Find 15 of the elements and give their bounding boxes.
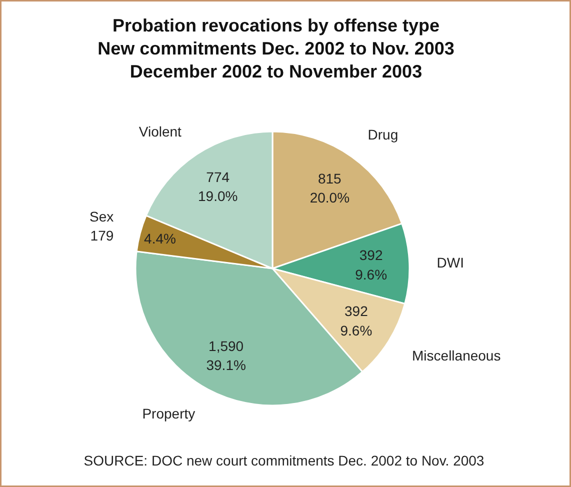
slice-label: Sex [90,208,114,224]
slice-label: Violent [138,124,182,140]
slice-label: Drug [368,126,398,143]
data-label: 392 9.6% [355,247,388,282]
data-label: 1,590 39.1% [206,338,246,374]
data-label: 392 9.6% [340,303,372,338]
data-label: 179 [90,228,114,244]
slice-label: DWI [436,254,464,270]
chart-title: Probation revocations by offense type New commitments Dec. 2002 to Nov. 2003 December 2002 to November 2003 [98,16,454,82]
data-label: 774 19.0% [198,168,238,204]
slice-label: Miscellaneous [412,347,501,364]
data-label: 815 20.0% [310,170,350,206]
source-note: SOURCE: DOC new court commitments Dec. 2002 to Nov. 2003 [84,452,484,468]
slice-label: Property [142,406,196,422]
text: 4.4% [144,230,176,246]
